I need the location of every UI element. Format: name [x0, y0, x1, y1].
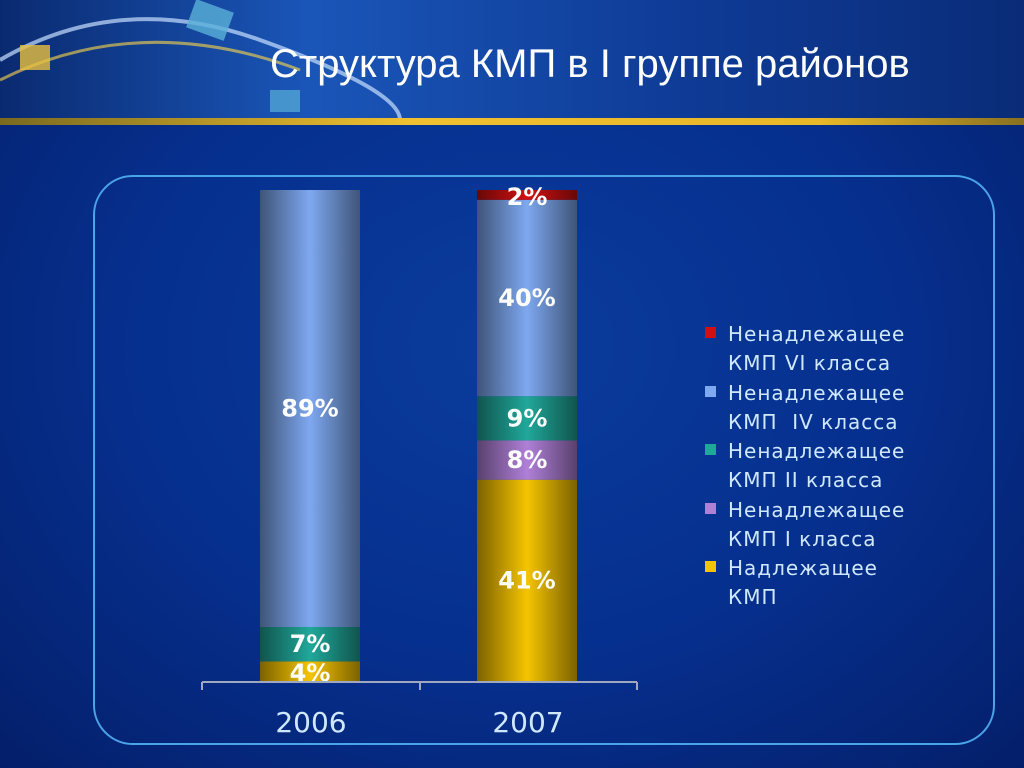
bar-segment — [260, 626, 360, 662]
legend-swatch — [705, 385, 716, 397]
bar-segment — [477, 396, 577, 441]
data-label: 2% — [507, 183, 548, 211]
legend-item: Ненадлежащее КМП II класса — [705, 437, 905, 496]
bar-segment — [260, 190, 360, 627]
legend-label: Ненадлежащее КМП IV класса — [728, 380, 906, 434]
legend-swatch — [705, 327, 716, 338]
legend-swatch — [705, 444, 716, 455]
data-label: 41% — [498, 566, 555, 594]
legend-swatch — [705, 561, 716, 572]
chart-panel — [93, 175, 995, 745]
gold-divider — [0, 118, 1024, 125]
bar-segment — [477, 190, 577, 200]
legend-swatch — [705, 502, 716, 514]
legend-label: Ненадлежащее КМП VI класса — [728, 322, 906, 375]
legend-item: Ненадлежащее КМП VI класса — [705, 320, 905, 379]
x-tick-label: 2006 — [275, 706, 346, 739]
legend-item: Ненадлежащее КМП I класса — [705, 496, 905, 555]
legend-item: Ненадлежащее КМП IV класса — [705, 379, 905, 438]
bar-segment — [477, 479, 577, 681]
bar-segment — [477, 199, 577, 397]
data-label: 40% — [498, 284, 555, 312]
header-banner: Структура КМП в I группе районов — [0, 0, 1024, 120]
data-label: 7% — [290, 630, 331, 658]
legend-label: Ненадлежащее КМП I класса — [728, 497, 906, 551]
bar-segment — [477, 440, 577, 480]
bar-segment — [260, 661, 360, 681]
data-label: 9% — [507, 404, 548, 432]
x-tick-label: 2007 — [492, 706, 563, 739]
data-label: 8% — [507, 446, 548, 474]
decorative-graphic — [0, 0, 402, 120]
legend: Ненадлежащее КМП VI класса Ненадлежащее … — [705, 320, 905, 613]
legend-label: Ненадлежащее КМП II класса — [728, 439, 906, 492]
legend-label: Надлежащее КМП — [728, 556, 878, 609]
data-label: 89% — [281, 394, 338, 422]
legend-item: Надлежащее КМП — [705, 554, 905, 613]
slide-title: Структура КМП в I группе районов — [270, 42, 910, 86]
